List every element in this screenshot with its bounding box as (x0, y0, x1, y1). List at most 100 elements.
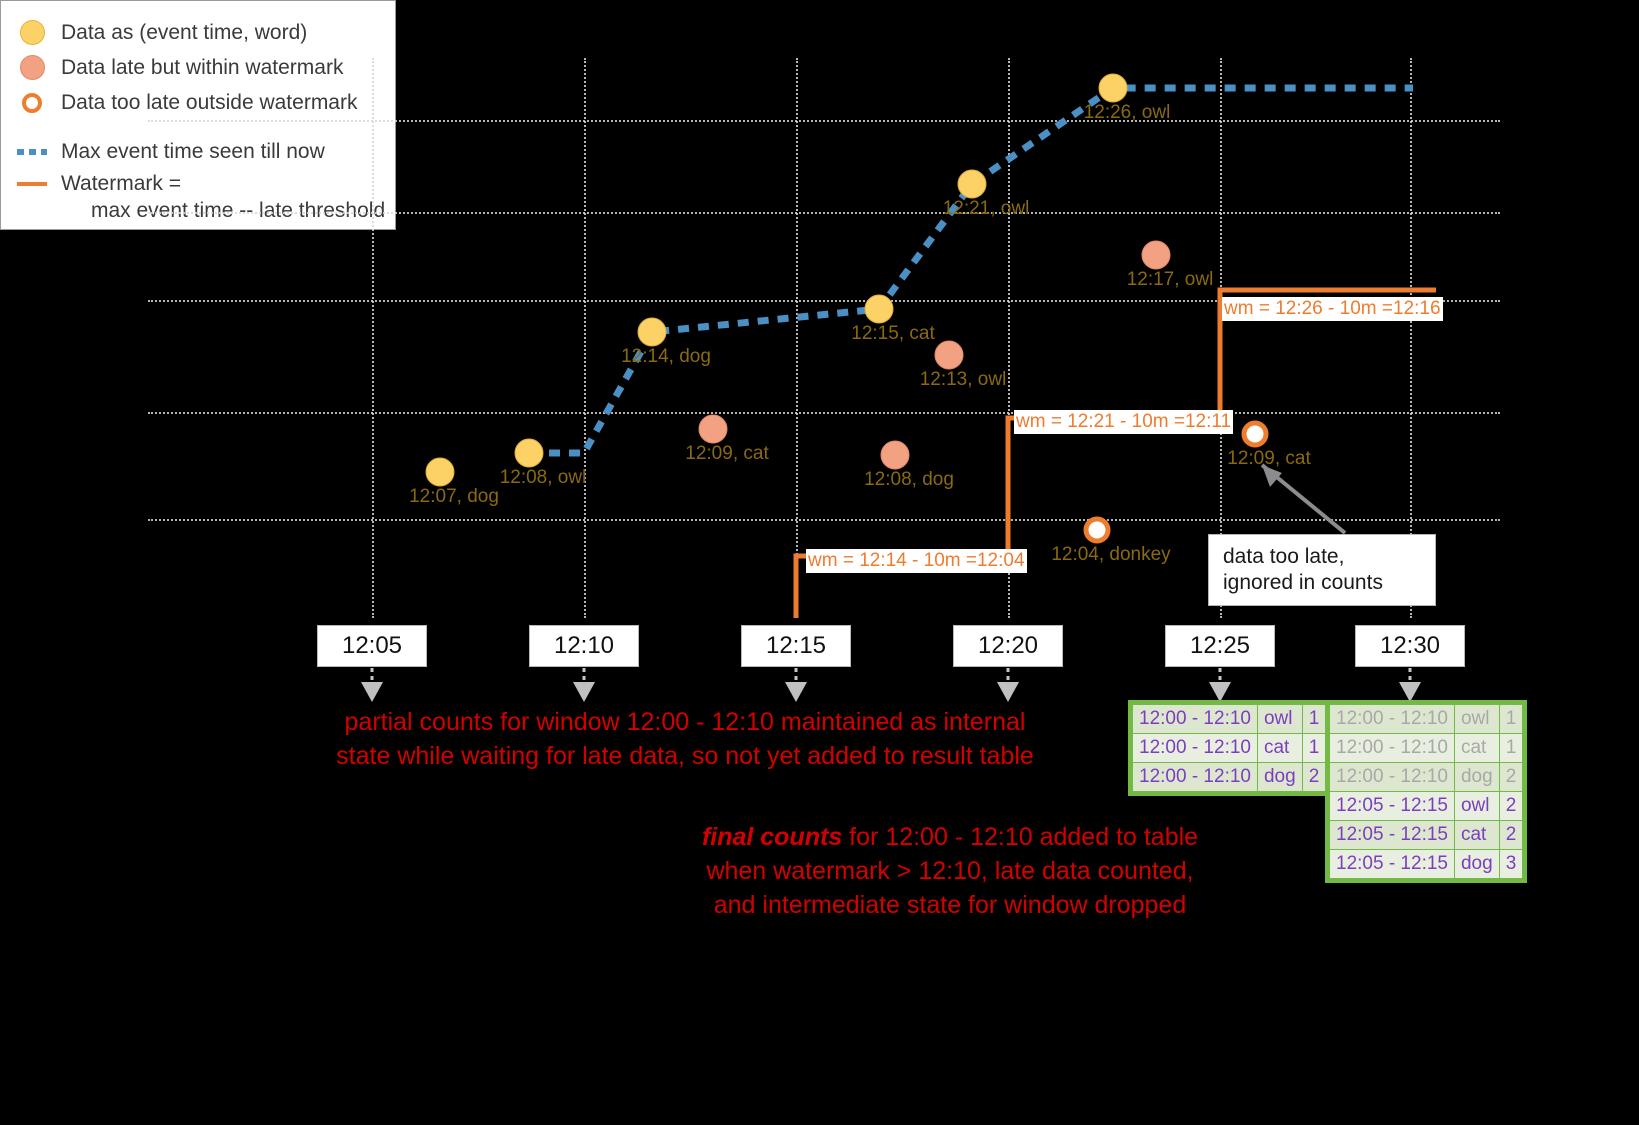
data-point-label: 12:08, dog (864, 469, 954, 490)
data-point-ontime (1098, 73, 1128, 103)
data-point-label: 12:09, cat (1227, 448, 1311, 469)
down-arrow-icon (361, 668, 383, 702)
table-cell-count: 2 (1301, 762, 1327, 792)
legend-item-ontime: Data as (event time, word) (17, 15, 379, 50)
data-point-ontime (514, 438, 544, 468)
data-point-label: 12:21, owl (942, 198, 1030, 219)
table-cell-window: 12:00 - 12:10 (1132, 733, 1258, 763)
annotation-final-counts: final counts for 12:00 - 12:10 added to … (700, 820, 1200, 922)
table-cell-window: 12:00 - 12:10 (1132, 704, 1258, 734)
time-tick-12-10[interactable]: 12:10 (529, 625, 639, 667)
annotation-partial-line-1: partial counts for window 12:00 - 12:10 … (344, 708, 1026, 736)
down-arrow-icon (573, 668, 595, 702)
down-arrow-icon (1209, 668, 1231, 702)
legend-panel: Data as (event time, word) Data late but… (0, 0, 396, 230)
legend-watermark-sub: max event time -- late threshold (91, 199, 386, 222)
data-point-label: 12:07, dog (409, 486, 499, 507)
table-cell-word: dog (1256, 762, 1303, 792)
data-point-ontime (864, 294, 894, 324)
table-cell-word: cat (1453, 733, 1500, 763)
table-row: 12:00 - 12:10 owl 1 (1132, 704, 1327, 734)
down-arrow-icon (1399, 668, 1421, 702)
table-row: 12:00 - 12:10 dog 2 (1132, 762, 1327, 792)
annotation-final-line-1: final counts for 12:00 - 12:10 added to … (700, 820, 1200, 854)
data-point-toolate (1083, 516, 1111, 544)
data-point-label: 12:08, owl (499, 467, 587, 488)
legend-item-watermark: Watermark = (17, 169, 379, 199)
table-cell-word: owl (1453, 791, 1500, 821)
legend-label: Watermark = (61, 172, 181, 195)
table-cell-window: 12:00 - 12:10 (1132, 762, 1258, 792)
blue-dashed-line-icon (17, 148, 47, 155)
time-tick-12-20[interactable]: 12:20 (953, 625, 1063, 667)
data-point-ontime (957, 169, 987, 199)
result-table-1225: 12:00 - 12:10 owl 1 12:00 - 12:10 cat 1 12:00 … (1128, 700, 1331, 796)
yellow-dot-icon (17, 20, 47, 45)
time-tick-12-25[interactable]: 12:25 (1165, 625, 1275, 667)
legend-item-toolate: Data too late outside watermark (17, 85, 379, 120)
orange-dot-icon (17, 55, 47, 80)
gridline-horizontal (148, 120, 1500, 122)
table-cell-count: 1 (1498, 704, 1524, 734)
time-tick-12-30[interactable]: 12:30 (1355, 625, 1465, 667)
data-point-late (934, 340, 964, 370)
data-point-label: 12:17, owl (1126, 269, 1214, 290)
data-point-late (698, 414, 728, 444)
watermark-label: wm = 12:26 - 10m =12:16 (1222, 297, 1443, 321)
gridline-horizontal (148, 212, 1500, 214)
data-point-ontime (637, 317, 667, 347)
data-point-label: 12:13, owl (919, 369, 1007, 390)
down-arrow-icon (785, 668, 807, 702)
table-cell-word: dog (1453, 762, 1500, 792)
data-point-label: 12:15, cat (851, 323, 935, 344)
table-row: 12:00 - 12:10 dog 2 (1329, 762, 1524, 792)
gridline-vertical (584, 58, 586, 618)
table-cell-window: 12:05 - 12:15 (1329, 820, 1455, 850)
annotation-partial-line-2: state while waiting for late data, so no… (336, 742, 1034, 770)
legend-item-maxline: Max event time seen till now (17, 134, 379, 169)
callout-box: data too late, ignored in counts (1208, 534, 1436, 606)
table-cell-count: 1 (1498, 733, 1524, 763)
callout-arrow (1260, 463, 1347, 535)
data-point-label: 12:09, cat (685, 443, 769, 464)
table-cell-word: cat (1256, 733, 1303, 763)
watermark-label: wm = 12:21 - 10m =12:11 (1014, 410, 1234, 434)
gridline-horizontal (148, 412, 1500, 414)
table-cell-word: cat (1453, 820, 1500, 850)
data-point-label: 12:04, donkey (1051, 544, 1171, 565)
table-cell-count: 2 (1498, 820, 1524, 850)
table-row: 12:05 - 12:15 dog 3 (1329, 849, 1524, 879)
result-table-1230: 12:00 - 12:10 owl 1 12:00 - 12:10 cat 1 12:00 … (1325, 700, 1528, 883)
annotation-final-emph: final counts (701, 823, 843, 851)
table-cell-count: 2 (1498, 762, 1524, 792)
table-cell-word: dog (1453, 849, 1500, 879)
table-row: 12:05 - 12:15 owl 2 (1329, 791, 1524, 821)
watermark-label: wm = 12:14 - 10m =12:04 (806, 549, 1027, 573)
table-cell-word: owl (1453, 704, 1500, 734)
data-point-ontime (425, 457, 455, 487)
time-tick-12-05[interactable]: 12:05 (317, 625, 427, 667)
orange-line-icon (17, 182, 47, 186)
table-cell-count: 2 (1498, 791, 1524, 821)
down-arrow-icon (997, 668, 1019, 702)
data-point-label: 12:14, dog (621, 346, 711, 367)
table-cell-window: 12:05 - 12:15 (1329, 791, 1455, 821)
gridline-vertical (796, 58, 798, 618)
callout-line-1: data too late, (1223, 545, 1345, 568)
data-point-late (880, 440, 910, 470)
legend-item-late: Data late but within watermark (17, 50, 379, 85)
table-row: 12:00 - 12:10 cat 1 (1132, 733, 1327, 763)
legend-label: Max event time seen till now (61, 139, 325, 163)
annotation-partial-counts: partial counts for window 12:00 - 12:10 … (330, 705, 1040, 773)
table-cell-count: 1 (1301, 704, 1327, 734)
annotation-final-line-3: and intermediate state for window droppe… (713, 891, 1187, 919)
table-row: 12:00 - 12:10 owl 1 (1329, 704, 1524, 734)
legend-label: Data too late outside watermark (61, 90, 358, 114)
gridline-vertical (1008, 58, 1010, 618)
table-cell-window: 12:05 - 12:15 (1329, 849, 1455, 879)
legend-label: Data as (event time, word) (61, 20, 308, 44)
table-row: 12:05 - 12:15 cat 2 (1329, 820, 1524, 850)
time-tick-12-15[interactable]: 12:15 (741, 625, 851, 667)
gridline-vertical (372, 58, 374, 618)
table-cell-window: 12:00 - 12:10 (1329, 704, 1455, 734)
